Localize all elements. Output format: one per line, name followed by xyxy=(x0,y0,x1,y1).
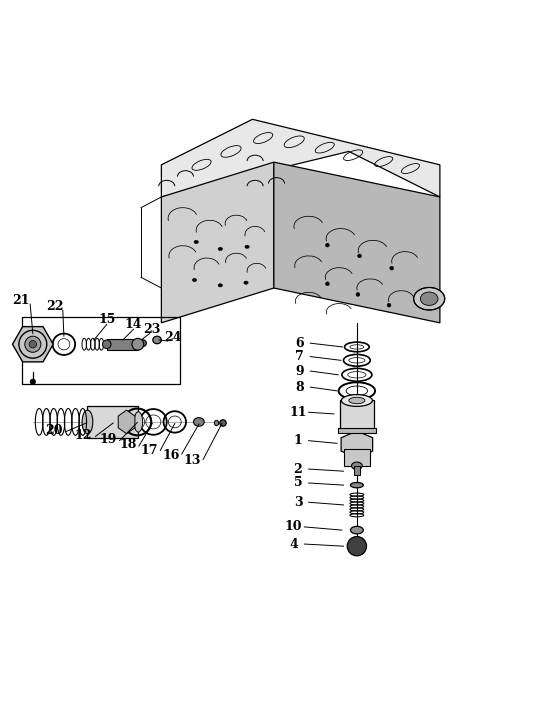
Polygon shape xyxy=(162,119,440,197)
Bar xyxy=(344,449,370,466)
Text: 21: 21 xyxy=(12,294,30,307)
Text: 10: 10 xyxy=(285,521,302,534)
Polygon shape xyxy=(12,327,53,362)
Ellipse shape xyxy=(30,379,35,385)
Ellipse shape xyxy=(358,254,361,258)
Ellipse shape xyxy=(356,293,360,296)
Ellipse shape xyxy=(194,240,198,243)
Text: 7: 7 xyxy=(295,350,304,363)
Text: 13: 13 xyxy=(184,454,201,467)
Text: 9: 9 xyxy=(295,364,304,378)
Bar xyxy=(22,317,180,385)
Ellipse shape xyxy=(218,284,222,287)
Ellipse shape xyxy=(132,338,144,350)
Ellipse shape xyxy=(245,245,249,248)
Ellipse shape xyxy=(192,278,197,282)
Ellipse shape xyxy=(387,303,391,307)
Circle shape xyxy=(347,537,367,556)
Ellipse shape xyxy=(390,266,394,270)
Text: 14: 14 xyxy=(125,318,142,331)
Text: 17: 17 xyxy=(141,444,158,457)
Polygon shape xyxy=(118,410,135,433)
Ellipse shape xyxy=(351,483,364,488)
Polygon shape xyxy=(341,431,373,458)
Ellipse shape xyxy=(103,340,111,348)
Ellipse shape xyxy=(214,420,219,425)
Ellipse shape xyxy=(193,417,204,426)
Ellipse shape xyxy=(82,410,93,433)
Text: 18: 18 xyxy=(119,439,137,452)
Bar xyxy=(88,406,139,438)
Text: 22: 22 xyxy=(47,301,64,313)
Text: 15: 15 xyxy=(98,313,115,325)
Ellipse shape xyxy=(420,292,438,306)
Text: 2: 2 xyxy=(294,462,302,476)
Text: 5: 5 xyxy=(294,476,302,489)
Ellipse shape xyxy=(139,340,147,346)
Text: 6: 6 xyxy=(295,337,304,350)
Text: 23: 23 xyxy=(143,323,161,336)
Ellipse shape xyxy=(25,336,41,352)
Ellipse shape xyxy=(21,333,45,356)
Ellipse shape xyxy=(349,397,365,404)
Text: 16: 16 xyxy=(162,449,180,462)
Text: 12: 12 xyxy=(75,429,92,442)
Text: 8: 8 xyxy=(295,380,304,393)
Bar xyxy=(340,401,374,431)
Ellipse shape xyxy=(134,412,143,432)
Ellipse shape xyxy=(325,243,329,247)
Polygon shape xyxy=(274,162,440,323)
Ellipse shape xyxy=(220,420,226,426)
Text: 11: 11 xyxy=(289,406,307,419)
Text: 19: 19 xyxy=(99,433,117,446)
Ellipse shape xyxy=(342,395,372,407)
Ellipse shape xyxy=(351,526,364,534)
Ellipse shape xyxy=(244,281,248,285)
Bar xyxy=(107,339,138,350)
Text: 4: 4 xyxy=(289,537,298,550)
Bar xyxy=(338,428,376,433)
Polygon shape xyxy=(162,162,274,323)
Text: 24: 24 xyxy=(164,331,182,344)
Text: 1: 1 xyxy=(294,434,302,447)
Text: 20: 20 xyxy=(46,424,63,437)
Ellipse shape xyxy=(413,287,445,310)
Ellipse shape xyxy=(325,282,329,285)
Ellipse shape xyxy=(352,462,362,470)
Ellipse shape xyxy=(218,248,222,250)
Text: 3: 3 xyxy=(294,496,302,509)
Ellipse shape xyxy=(153,336,162,343)
Ellipse shape xyxy=(29,340,37,348)
Bar xyxy=(354,466,360,476)
